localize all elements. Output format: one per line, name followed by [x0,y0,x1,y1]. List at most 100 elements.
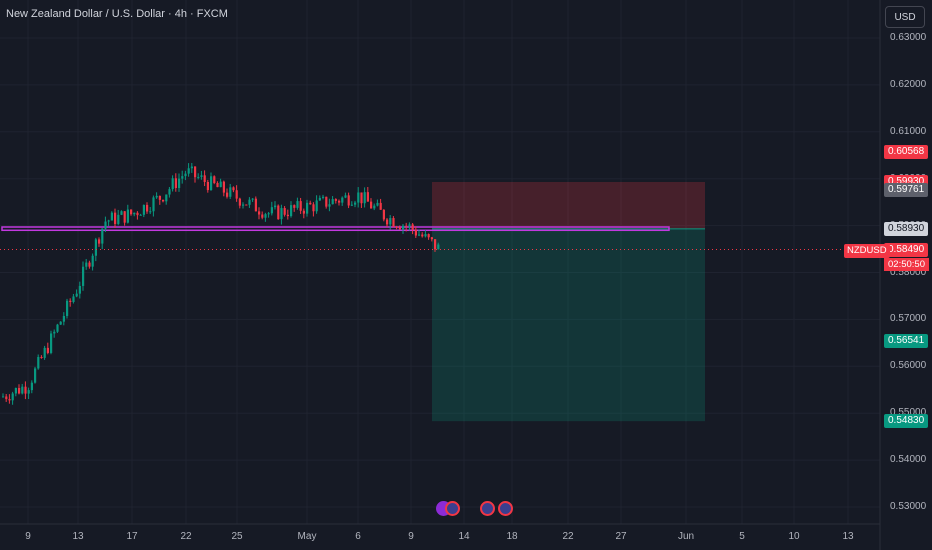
chart-title: New Zealand Dollar / U.S. Dollar · 4h · … [6,8,228,20]
flag-icon[interactable] [445,501,460,516]
candle-body [222,181,225,193]
candle-body [325,196,328,207]
candle-body [242,204,245,206]
price-badge: 0.54830 [884,414,929,429]
candle-body [213,176,216,184]
candle-body [306,202,309,214]
time-tick-label: 13 [842,531,854,542]
candle-body [293,205,296,208]
candle-body [18,387,21,394]
candle-body [5,396,8,400]
candle-body [328,204,331,207]
candle-body [104,221,107,229]
time-tick-label: 18 [506,531,518,542]
candle-body [280,208,283,220]
candle-body [184,173,187,177]
candle-body [210,176,213,191]
candle-body [174,178,177,189]
time-tick-label: 14 [458,531,470,542]
candle-body [360,192,363,204]
bar-countdown: 02:50:50 [884,258,929,271]
candle-body [258,211,261,215]
candle-body [331,199,334,205]
candle-body [402,225,405,230]
candle-body [229,187,232,197]
candle-body [267,213,270,215]
candle-body [168,189,171,195]
candles [2,162,440,405]
candle-body [197,176,200,178]
candle-body [30,382,33,391]
candle-body [363,192,366,204]
candle-body [200,175,203,177]
time-tick-label: 10 [788,531,800,542]
candle-body [411,224,414,230]
flag-icon[interactable] [480,501,495,516]
candle-body [302,210,305,214]
candle-body [11,393,14,401]
grid-lines [0,0,880,524]
candle-body [408,224,411,227]
price-tick-label: 0.61000 [890,125,927,137]
time-tick-label: 17 [126,531,138,542]
candle-body [248,199,251,205]
candle-body [235,190,238,199]
price-tick-label: 0.53000 [890,501,927,512]
candle-body [245,204,248,206]
candle-body [277,205,280,220]
candle-body [405,225,408,227]
candle-body [21,386,24,394]
candle-body [366,192,369,202]
candle-body [418,234,421,236]
take-profit-zone[interactable] [432,228,705,422]
time-tick-label: 6 [355,531,361,542]
price-badge: 0.59761 [884,182,929,197]
candle-body [251,198,254,200]
candle-body [264,214,267,218]
candle-body [309,202,312,205]
candle-body [203,175,206,182]
candle-body [238,198,241,206]
stop-loss-zone[interactable] [432,181,705,229]
candle-body [88,262,91,267]
candle-body [14,387,17,394]
candle-body [386,219,389,225]
candle-body [226,192,229,197]
candle-body [427,234,430,238]
candle-body [398,227,401,230]
candle-body [190,166,193,169]
currency-button[interactable]: USD [885,6,925,28]
candle-body [283,208,286,215]
candle-body [382,209,385,220]
candle-body [181,176,184,179]
price-tick-label: 0.56000 [890,360,927,372]
price-tick-label: 0.54000 [890,454,927,466]
candle-body [40,356,43,358]
candle-body [120,211,123,215]
candle-body [171,178,174,190]
time-tick-label: 13 [72,531,84,542]
resistance-zone[interactable] [1,226,670,232]
candle-body [347,195,350,206]
candle-body [270,207,273,214]
candle-body [334,199,337,201]
candle-body [158,195,161,200]
candle-body [50,333,53,353]
price-tick-label: 0.55000 [890,407,927,419]
candle-body [101,228,104,244]
candle-body [46,347,49,353]
candle-body [194,166,197,178]
time-tick-label: May [297,531,317,542]
candle-body [152,197,155,212]
candle-body [59,321,62,325]
candle-body [72,296,75,303]
flag-icon[interactable] [498,501,513,516]
candle-body [43,347,46,358]
candle-body [94,239,97,256]
price-badge: 0.60568 [884,145,929,160]
candle-body [232,187,235,191]
candle-body [299,201,302,211]
candle-body [34,368,37,383]
candle-body [133,212,136,215]
